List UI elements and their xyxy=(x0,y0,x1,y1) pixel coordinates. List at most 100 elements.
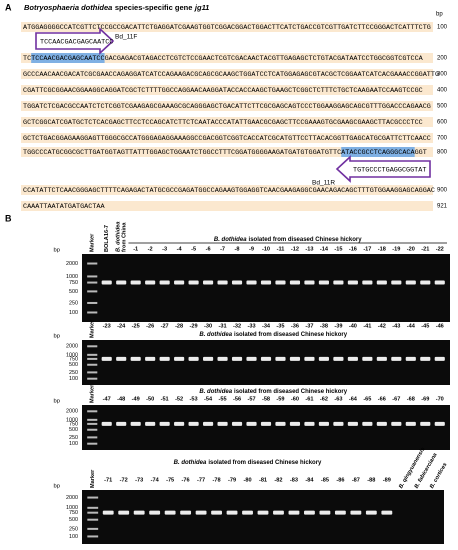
lane-label: -5 xyxy=(191,246,196,252)
sequence-segment: GCTCGGCATCGATGCTCTCACGAGCTTCCTCCAGCATCTT… xyxy=(23,119,423,127)
header-part: isolated from diseased Chinese hickory xyxy=(234,332,348,338)
lane-label: -36 xyxy=(291,323,299,329)
unit-label: bp xyxy=(54,334,60,340)
ladder-band xyxy=(87,290,98,293)
pcr-band xyxy=(289,280,301,285)
lane-label: -15 xyxy=(334,246,342,252)
lane-label: -19 xyxy=(392,246,400,252)
lane-label: -61 xyxy=(305,396,313,402)
pcr-band xyxy=(376,356,387,361)
lane-label: -49 xyxy=(132,396,140,402)
pcr-band xyxy=(334,510,346,515)
ladder-band xyxy=(87,418,98,421)
pcr-band xyxy=(118,510,130,515)
sequence-segment: GGT xyxy=(415,149,427,157)
unit-label: bp xyxy=(54,248,60,254)
sequence-row-bg xyxy=(21,22,433,32)
pcr-band xyxy=(226,510,238,515)
pcr-band xyxy=(319,510,331,515)
lane-label: -10 xyxy=(262,246,270,252)
sequence-segment: GACGAGACGTAGACCTCGTCTCCGAACTCGTCGACAACTA… xyxy=(105,55,424,63)
lane-label: -14 xyxy=(320,246,329,252)
pcr-band xyxy=(347,421,358,426)
sequence-segment: CAAATTAATATGATGACTAA xyxy=(23,203,105,211)
lane-label: -9 xyxy=(249,246,254,252)
lane-label: Marker xyxy=(90,469,96,488)
ladder-band xyxy=(87,311,98,314)
pcr-band xyxy=(318,421,329,426)
pcr-band xyxy=(362,356,373,361)
pcr-band xyxy=(159,280,170,285)
sequence-row: GCTCGGCATCGATGCTCTCACGAGCTTCCTCCAGCATCTT… xyxy=(23,119,423,127)
pcr-band xyxy=(434,421,445,426)
ladder-band xyxy=(87,422,98,425)
pcr-band xyxy=(376,421,387,426)
pcr-band xyxy=(133,510,145,515)
pcr-band xyxy=(116,421,127,426)
pcr-band xyxy=(288,510,300,515)
pcr-band xyxy=(381,510,393,515)
pcr-band xyxy=(275,280,286,285)
sequence-row: GCCCAACAACGACATCGCGAACCAGAGGATCATCCAGAAG… xyxy=(23,71,439,79)
ladder-label: 100 xyxy=(69,534,78,540)
ladder-label: 750 xyxy=(69,356,78,362)
pcr-band xyxy=(347,356,358,361)
lane-label: -13 xyxy=(305,246,313,252)
sequence-segment: ATGGAGGGGCCATCGTTCTCCGCCGACATTCTGAGGATCG… xyxy=(23,24,431,32)
sequence-segment: CGATTCGCGGAACGGAAGGCAGGATCGCTCTTTTGGCCAG… xyxy=(23,87,423,95)
pcr-band xyxy=(145,280,156,285)
ladder-label: 750 xyxy=(69,421,78,427)
sequence-row: GCTCTGACGGAGAAGGAGTTGGGCGCCATGGGAGAGGAAA… xyxy=(23,135,431,143)
pcr-band xyxy=(333,356,344,361)
ladder-label: 250 xyxy=(69,370,78,376)
sequence-segment: CCATATTCTCAACGGGAGCTTTTCAGAGACTATGCGCCGA… xyxy=(23,187,435,195)
ladder-label: 750 xyxy=(69,510,78,516)
position-label: 600 xyxy=(437,120,448,126)
lane-label: -17 xyxy=(363,246,371,252)
ladder-label: 250 xyxy=(69,435,78,441)
lane-label: Marker xyxy=(90,233,96,252)
primer-highlight xyxy=(341,147,415,157)
position-label: 700 xyxy=(437,136,448,142)
lane-label: -6 xyxy=(206,246,211,252)
sequence-segment: TC xyxy=(23,55,31,63)
pcr-band xyxy=(145,356,156,361)
lane-label: -53 xyxy=(190,396,198,402)
ladder-band xyxy=(87,496,99,499)
pcr-band xyxy=(203,280,214,285)
lane-label: -60 xyxy=(291,396,299,402)
header-part: B. dothidea xyxy=(199,389,232,395)
header-part: B. dothidea xyxy=(214,237,247,243)
ladder-label: 500 xyxy=(69,362,78,368)
sequence-row-bg xyxy=(21,147,433,157)
lane-label: BOLA16-7 xyxy=(104,225,110,252)
sequence-row: ATGGAGGGGCCATCGTTCTCCGCCGACATTCTGAGGATCG… xyxy=(23,24,431,32)
lane-label: -56 xyxy=(233,396,241,402)
pcr-band xyxy=(434,280,445,285)
gel xyxy=(82,254,450,322)
pcr-band xyxy=(116,280,127,285)
pcr-band xyxy=(275,356,286,361)
pcr-band xyxy=(246,421,257,426)
lane-label: -83 xyxy=(290,477,298,483)
title-part: species-specific gene xyxy=(115,3,193,12)
position-label: 921 xyxy=(437,204,448,210)
lane-label: -48 xyxy=(117,396,125,402)
lane-label: -11 xyxy=(277,246,285,252)
ladder-label: 2000 xyxy=(66,261,78,267)
ladder-band xyxy=(87,518,99,521)
lane-label: -25 xyxy=(132,323,140,329)
lane-label: -38 xyxy=(320,323,328,329)
sequence-segment: TGGCCCATGCGGCGCTTGATGGTAGTTATTTGGAGCTGGA… xyxy=(23,149,341,157)
lane-label: -1 xyxy=(133,246,138,252)
gel xyxy=(82,340,450,385)
sequence-row-bg xyxy=(21,85,433,95)
lane-label: -29 xyxy=(190,323,198,329)
pcr-band xyxy=(242,510,253,515)
position-label: 400 xyxy=(437,88,448,94)
ladder-label: 500 xyxy=(69,427,78,433)
lane-label: -75 xyxy=(166,477,174,483)
pcr-band xyxy=(101,421,112,426)
lane-label: -4 xyxy=(177,246,183,252)
